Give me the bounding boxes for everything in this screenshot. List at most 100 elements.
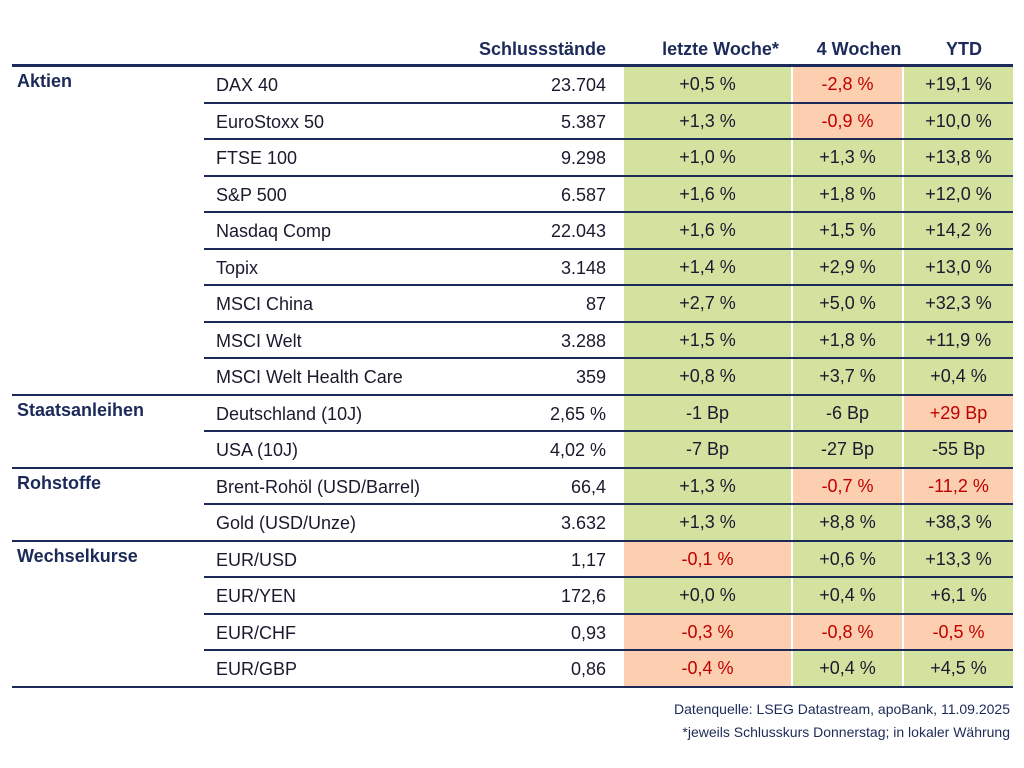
- ytd-cell: +38,3 %: [904, 505, 1013, 540]
- ytd-cell: -0,5 %: [904, 614, 1013, 649]
- table-row: EuroStoxx 50 5.387 +1,3 % -0,9 % +10,0 %: [12, 103, 1013, 140]
- four-weeks-cell: -6 Bp: [793, 395, 902, 430]
- close-value: 9.298: [560, 148, 606, 168]
- instrument-name: Deutschland (10J): [216, 403, 363, 424]
- last-week-cell: +1,3 %: [624, 505, 791, 540]
- ytd-cell: -11,2 %: [904, 468, 1013, 503]
- close-value: 6.587: [560, 184, 606, 205]
- last-week-cell: +1,4 %: [624, 249, 791, 284]
- close-value: 0,93: [570, 622, 606, 643]
- four-weeks-cell: +0,4 %: [793, 578, 902, 613]
- close-value: 3.148: [560, 257, 606, 278]
- ytd-cell: +13,8 %: [904, 140, 1013, 175]
- table-row: Rohstoffe Brent-Rohöl (USD/Barrel) 66,4 +1,…: [12, 468, 1013, 505]
- category-label: Aktien: [17, 71, 73, 91]
- instrument-name: Gold (USD/Unze): [216, 513, 357, 533]
- table-row: Wechselkurse EUR/USD 1,17 -0,1 % +0,6 % +13,3…: [12, 541, 1013, 578]
- ytd-cell: +0,4 %: [904, 359, 1013, 394]
- table-row: Staatsanleihen Deutschland (10J) 2,65 % -1 …: [12, 395, 1013, 432]
- close-value: 359: [575, 367, 606, 387]
- four-weeks-cell: +0,4 %: [793, 651, 902, 686]
- four-weeks-cell: -0,7 %: [793, 468, 902, 503]
- last-week-cell: +1,3 %: [624, 468, 791, 503]
- last-week-cell: +1,0 %: [624, 140, 791, 175]
- ytd-cell: +19,1 %: [904, 67, 1013, 102]
- table-row: Topix 3.148 +1,4 % +2,9 % +13,0 %: [12, 249, 1013, 286]
- last-week-cell: -7 Bp: [624, 432, 791, 467]
- ytd-cell: +32,3 %: [904, 286, 1013, 321]
- instrument-name: DAX 40: [216, 75, 279, 95]
- ytd-cell: +6,1 %: [904, 578, 1013, 613]
- ytd-cell: +14,2 %: [904, 213, 1013, 248]
- ytd-cell: -55 Bp: [904, 432, 1013, 467]
- four-weeks-cell: +0,6 %: [793, 541, 902, 576]
- instrument-name: FTSE 100: [216, 148, 298, 168]
- instrument-name: Topix: [216, 257, 259, 278]
- category-label: Rohstoffe: [17, 472, 101, 493]
- instrument-name: EuroStoxx 50: [216, 111, 325, 132]
- close-value: 1,17: [570, 549, 606, 570]
- close-value: 23.704: [550, 75, 606, 95]
- table-row: MSCI China 87 +2,7 % +5,0 % +32,3 %: [12, 286, 1013, 323]
- last-week-cell: +0,5 %: [624, 67, 791, 102]
- four-weeks-cell: -27 Bp: [793, 432, 902, 467]
- last-week-cell: +1,3 %: [624, 103, 791, 138]
- instrument-name: S&P 500: [216, 184, 287, 205]
- category-label: Staatsanleihen: [17, 399, 145, 420]
- instrument-name: EUR/GBP: [216, 659, 298, 679]
- ytd-cell: +4,5 %: [904, 651, 1013, 686]
- close-value: 22.043: [550, 221, 606, 241]
- four-weeks-cell: +5,0 %: [793, 286, 902, 321]
- four-weeks-cell: -0,9 %: [793, 103, 902, 138]
- table-row: S&P 500 6.587 +1,6 % +1,8 % +12,0 %: [12, 176, 1013, 213]
- table-row: Aktien DAX 40 23.704 +0,5 % -2,8 % +19,1 %: [12, 67, 1013, 104]
- instrument-name: EUR/CHF: [216, 622, 296, 643]
- close-value: 0,86: [570, 659, 606, 679]
- close-value: 3.632: [560, 513, 606, 533]
- instrument-name: MSCI Welt: [216, 330, 302, 351]
- last-week-cell: -0,4 %: [624, 651, 791, 686]
- close-value: 2,65 %: [549, 403, 606, 424]
- last-week-cell: -1 Bp: [624, 395, 791, 430]
- table-row: EUR/CHF 0,93 -0,3 % -0,8 % -0,5 %: [12, 614, 1013, 651]
- category-label: Wechselkurse: [17, 545, 138, 566]
- table-row: MSCI Welt 3.288 +1,5 % +1,8 % +11,9 %: [12, 322, 1013, 359]
- four-weeks-cell: -0,8 %: [793, 614, 902, 649]
- ytd-cell: +11,9 %: [904, 322, 1013, 357]
- four-weeks-cell: +3,7 %: [793, 359, 902, 394]
- instrument-name: MSCI China: [216, 294, 314, 314]
- table-row: EUR/GBP 0,86 -0,4 % +0,4 % +4,5 %: [12, 651, 1013, 688]
- last-week-cell: -0,1 %: [624, 541, 791, 576]
- close-value: 4,02 %: [549, 440, 606, 460]
- instrument-name: EUR/USD: [216, 549, 298, 570]
- four-weeks-cell: +1,8 %: [793, 322, 902, 357]
- table-row: EUR/YEN 172,6 +0,0 % +0,4 % +6,1 %: [12, 578, 1013, 615]
- table-row: FTSE 100 9.298 +1,0 % +1,3 % +13,8 %: [12, 140, 1013, 177]
- footer-source: Datenquelle: LSEG Datastream, apoBank, 1…: [674, 701, 1010, 717]
- last-week-cell: +1,6 %: [624, 176, 791, 211]
- four-weeks-cell: +1,8 %: [793, 176, 902, 211]
- four-weeks-cell: +1,3 %: [793, 140, 902, 175]
- last-week-cell: -0,3 %: [624, 614, 791, 649]
- close-value: 5.387: [560, 111, 606, 132]
- instrument-name: EUR/YEN: [216, 586, 297, 606]
- close-value: 87: [585, 294, 606, 314]
- footer-note: *jeweils Schlusskurs Donnerstag; in loka…: [682, 724, 1010, 740]
- four-weeks-cell: +2,9 %: [793, 249, 902, 284]
- last-week-cell: +1,6 %: [624, 213, 791, 248]
- ytd-cell: +13,3 %: [904, 541, 1013, 576]
- ytd-cell: +13,0 %: [904, 249, 1013, 284]
- ytd-cell: +29 Bp: [904, 395, 1013, 430]
- instrument-name: MSCI Welt Health Care: [216, 367, 403, 387]
- ytd-cell: +10,0 %: [904, 103, 1013, 138]
- four-weeks-cell: -2,8 %: [793, 67, 902, 102]
- table-row: USA (10J) 4,02 % -7 Bp -27 Bp -55 Bp: [12, 432, 1013, 469]
- table-row: Gold (USD/Unze) 3.632 +1,3 % +8,8 % +38,3 %: [12, 505, 1013, 542]
- table-row: MSCI Welt Health Care 359 +0,8 % +3,7 % +0,4…: [12, 359, 1013, 396]
- table-row: Nasdaq Comp 22.043 +1,6 % +1,5 % +14,2 %: [12, 213, 1013, 250]
- last-week-cell: +0,8 %: [624, 359, 791, 394]
- close-value: 172,6: [560, 586, 606, 606]
- instrument-name: Nasdaq Comp: [216, 221, 332, 241]
- instrument-name: Brent-Rohöl (USD/Barrel): [216, 476, 421, 497]
- last-week-cell: +0,0 %: [624, 578, 791, 613]
